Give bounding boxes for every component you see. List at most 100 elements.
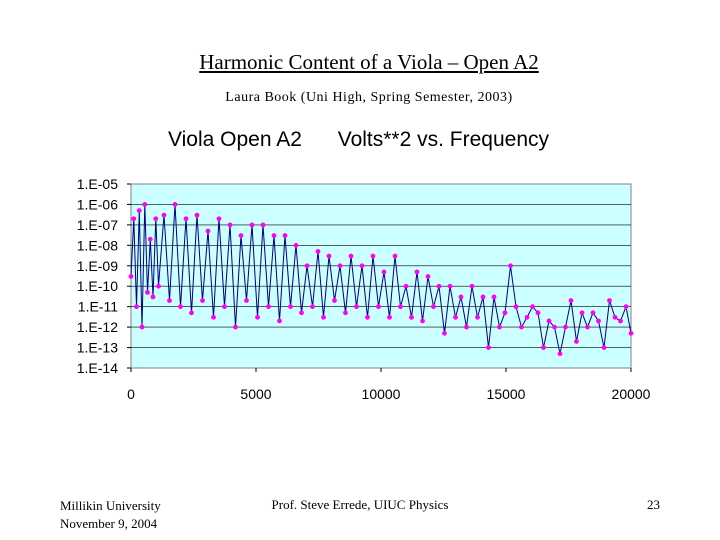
data-point (563, 324, 568, 330)
data-point (464, 324, 469, 330)
slide-title: Harmonic Content of a Viola – Open A2 (199, 50, 539, 74)
slide-subtitle: Laura Book (Uni High, Spring Semester, 2… (225, 90, 513, 105)
data-point (326, 253, 332, 259)
data-point (128, 274, 134, 279)
chart-title: Viola Open A2 Volts**2 vs. Frequency (168, 128, 579, 152)
data-point (398, 304, 403, 310)
data-point (145, 289, 150, 295)
footer-left: Millikin University November 9, 2004 (60, 497, 161, 533)
data-point (211, 314, 216, 320)
data-point (431, 304, 436, 310)
data-point (321, 314, 326, 320)
data-point (491, 294, 497, 300)
data-point (266, 304, 271, 310)
data-point (370, 253, 376, 259)
data-point (156, 283, 161, 289)
data-point (502, 310, 508, 316)
data-point (486, 345, 491, 350)
data-point (420, 318, 425, 324)
data-point (601, 345, 607, 350)
data-point (216, 216, 222, 222)
data-point (519, 324, 524, 330)
data-point (618, 318, 623, 324)
data-point (304, 263, 310, 269)
plot-area (130, 183, 632, 369)
data-point (628, 330, 634, 336)
data-point (381, 269, 387, 275)
data-point (607, 298, 612, 303)
data-point (596, 318, 601, 324)
chart-title-right: Volts**2 vs. Frequency (337, 128, 550, 151)
data-point (233, 324, 238, 330)
y-tick-label: 1.E-12 (77, 319, 118, 335)
data-point (315, 249, 321, 254)
data-series (128, 202, 634, 357)
data-point (332, 298, 337, 303)
data-point (136, 208, 142, 213)
y-tick-label: 1.E-05 (77, 176, 118, 192)
data-point (612, 314, 618, 320)
data-point (508, 263, 513, 269)
y-tick-label: 1.E-06 (77, 196, 118, 212)
data-point (205, 228, 211, 234)
data-point (458, 294, 464, 300)
data-point (447, 283, 453, 289)
chart-title-left: Viola Open A2 (168, 128, 302, 151)
data-point (277, 318, 282, 324)
footer-institution: Millikin University (60, 498, 161, 513)
y-tick-label: 1.E-08 (77, 237, 118, 253)
data-point (172, 202, 178, 207)
data-point (348, 253, 354, 259)
data-point (337, 263, 343, 269)
data-point (376, 304, 381, 310)
data-point (227, 222, 233, 228)
data-point (530, 304, 535, 310)
data-point (222, 304, 227, 310)
data-point (541, 345, 546, 350)
y-tick-label: 1.E-13 (77, 340, 118, 356)
data-point (524, 314, 530, 320)
data-point (414, 269, 420, 275)
x-tick-label: 10000 (362, 386, 401, 402)
data-point (568, 298, 574, 303)
data-point (293, 242, 299, 248)
x-tick-label: 15000 (487, 386, 526, 402)
data-point (585, 324, 590, 330)
x-tick-label: 20000 (612, 386, 651, 402)
x-tick-label: 0 (127, 386, 135, 402)
data-point (343, 310, 348, 316)
data-point (409, 314, 414, 320)
data-point (238, 233, 244, 238)
data-point (557, 351, 563, 357)
data-point (131, 216, 137, 222)
data-point (392, 253, 398, 259)
data-point (359, 263, 365, 269)
data-point (178, 304, 183, 310)
data-point (189, 310, 194, 316)
data-point (134, 304, 139, 310)
data-point (475, 314, 480, 320)
data-point (139, 324, 145, 330)
page-number: 23 (647, 497, 660, 512)
data-point (183, 216, 189, 222)
data-point (623, 304, 629, 310)
data-point (480, 294, 486, 300)
data-point (271, 233, 277, 238)
data-point (260, 222, 266, 228)
data-point (310, 304, 315, 310)
data-point (147, 236, 153, 242)
y-tick-label: 1.E-14 (77, 360, 118, 376)
y-axis-ticks: 1.E-05 1.E-06 1.E-07 1.E-08 1.E-09 1.E-10 1.E-… (77, 176, 131, 376)
y-tick-label: 1.E-09 (77, 258, 118, 274)
data-point (403, 283, 409, 289)
footer-presenter: Prof. Steve Errede, UIUC Physics (271, 497, 449, 512)
y-tick-label: 1.E-07 (77, 217, 118, 233)
data-point (436, 283, 442, 289)
data-point (453, 314, 458, 320)
data-point (150, 294, 156, 300)
data-point (299, 310, 304, 316)
data-point (425, 274, 431, 279)
footer-date: November 9, 2004 (60, 516, 158, 531)
data-point (200, 298, 205, 303)
data-point (535, 310, 541, 316)
